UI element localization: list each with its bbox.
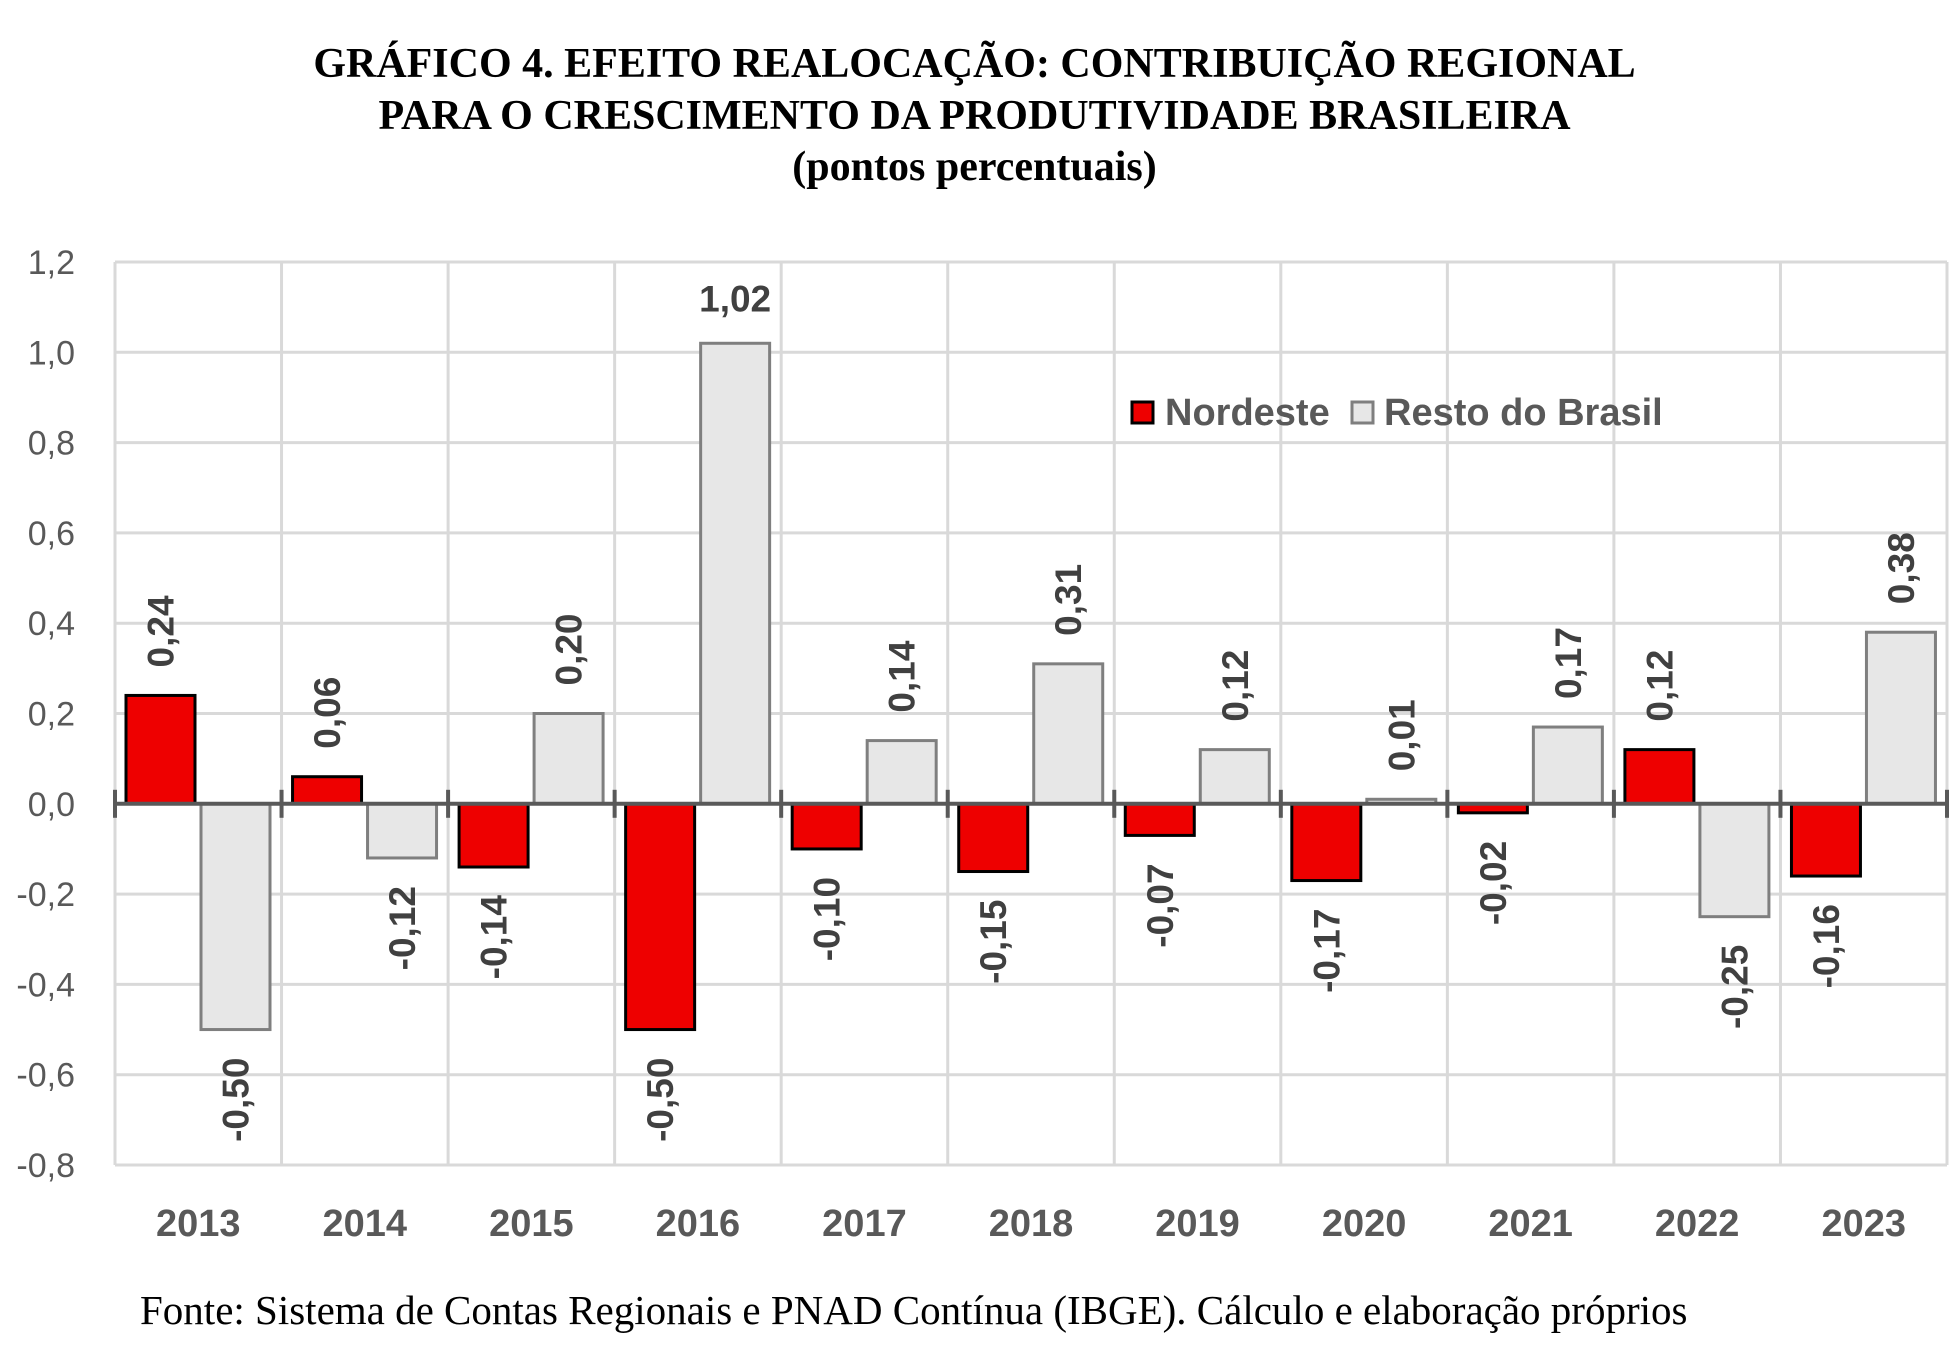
bar-nordeste-2015 [457,802,530,869]
data-label-nordeste-2015: -0,14 [474,895,515,980]
bar-nordeste-2023 [1789,802,1862,878]
bar-nordeste-2019 [1123,802,1196,837]
bar-resto-do-brasil-2022 [1698,802,1771,919]
y-tick-label: -0,4 [16,966,75,1004]
chart-subtitle: (pontos percentuais) [792,144,1157,190]
data-label-resto-do-brasil-2014: -0,12 [382,886,423,970]
gridlines [113,260,1949,1167]
data-label-resto-do-brasil-2018: 0,31 [1048,564,1089,636]
data-label-resto-do-brasil-2013: -0,50 [216,1058,257,1142]
data-label-nordeste-2017: -0,10 [807,877,848,961]
bar-resto-do-brasil-2013 [199,802,272,1032]
bar-nordeste-2016 [624,802,697,1032]
y-tick-label: 0,2 [28,696,75,734]
data-label-nordeste-2014: 0,06 [307,677,348,749]
y-tick-label: -0,2 [16,876,75,914]
legend: Nordeste Resto do Brasil [1130,392,1663,434]
bar-nordeste-2013 [124,693,197,806]
bar-resto-do-brasil-2023 [1864,630,1937,806]
bar-nordeste-2020 [1290,802,1363,883]
y-tick-label: 1,2 [28,244,75,282]
bar-resto-do-brasil-2014 [366,802,439,860]
y-tick-label: -0,8 [16,1147,75,1185]
bar-resto-do-brasil-2016 [699,341,772,806]
y-tick-label: 1,0 [28,334,75,372]
x-axis: 2013 2014 2015 2016 2017 2018 2019 2020 2021 2022… [156,1203,1906,1245]
bar-resto-do-brasil-2018 [1032,662,1105,806]
bar-resto-do-brasil-2021 [1531,725,1604,806]
y-tick-label: 0,6 [28,515,75,553]
y-tick-label: 0,8 [28,425,75,463]
bar-chart: 1,2 1,0 0,8 0,6 0,4 0,2 0,0 -0,2 -0,4 -0,6 -0,8 0,… [16,244,1949,1245]
x-tick-label: 2023 [1821,1203,1906,1245]
bars [124,341,1937,1032]
bar-nordeste-2014 [291,775,364,806]
data-label-resto-do-brasil-2019: 0,12 [1215,650,1256,722]
bar-nordeste-2018 [957,802,1030,874]
data-labels: 0,24 0,06 -0,14 -0,50 -0,10 -0,15 -0,07 -0,17 -0… [141,278,1922,1142]
data-label-resto-do-brasil-2017: 0,14 [882,640,923,712]
data-label-nordeste-2016: -0,50 [640,1058,681,1142]
data-label-nordeste-2020: -0,17 [1306,909,1347,993]
data-label-resto-do-brasil-2015: 0,20 [549,613,590,685]
data-label-nordeste-2021: -0,02 [1473,841,1514,925]
legend-label-resto-do-brasil: Resto do Brasil [1384,392,1663,434]
x-tick-label: 2022 [1655,1203,1740,1245]
bar-resto-do-brasil-2015 [532,712,605,806]
x-tick-label: 2019 [1155,1203,1240,1245]
y-axis: 1,2 1,0 0,8 0,6 0,4 0,2 0,0 -0,2 -0,4 -0,6 -0,8 [16,244,75,1185]
legend-swatch-resto-do-brasil [1350,400,1375,425]
y-tick-label: 0,4 [28,605,75,643]
data-label-nordeste-2013: 0,24 [141,595,182,667]
x-tick-label: 2016 [656,1203,741,1245]
bar-resto-do-brasil-2017 [865,739,938,806]
x-tick-label: 2015 [489,1203,574,1245]
data-label-nordeste-2019: -0,07 [1140,863,1181,947]
chart-title-line-2: PARA O CRESCIMENTO DA PRODUTIVIDADE BRAS… [378,93,1571,139]
legend-label-nordeste: Nordeste [1165,392,1330,434]
x-tick-label: 2013 [156,1203,241,1245]
data-label-resto-do-brasil-2021: 0,17 [1548,627,1589,699]
data-label-nordeste-2018: -0,15 [973,900,1014,984]
data-label-resto-do-brasil-2016: 1,02 [699,278,771,319]
bar-nordeste-2017 [790,802,863,851]
x-tick-label: 2017 [822,1203,907,1245]
source-note: Fonte: Sistema de Contas Regionais e PNA… [140,1287,1688,1333]
legend-swatch-nordeste [1130,400,1155,425]
data-label-nordeste-2022: 0,12 [1639,650,1680,722]
data-label-resto-do-brasil-2022: -0,25 [1714,945,1755,1029]
y-tick-label: -0,6 [16,1057,75,1095]
x-tick-label: 2018 [989,1203,1074,1245]
bar-nordeste-2022 [1623,748,1696,806]
data-label-resto-do-brasil-2020: 0,01 [1381,699,1422,771]
data-label-nordeste-2023: -0,16 [1806,904,1847,988]
x-tick-label: 2020 [1322,1203,1407,1245]
bar-resto-do-brasil-2019 [1198,748,1271,806]
chart-title-line-1: GRÁFICO 4. EFEITO REALOCAÇÃO: CONTRIBUIÇ… [313,41,1636,87]
x-tick-label: 2021 [1488,1203,1573,1245]
x-tick-label: 2014 [323,1203,408,1245]
y-tick-label: 0,0 [28,786,75,824]
data-label-resto-do-brasil-2023: 0,38 [1881,532,1922,604]
zero-axis [113,789,1949,818]
